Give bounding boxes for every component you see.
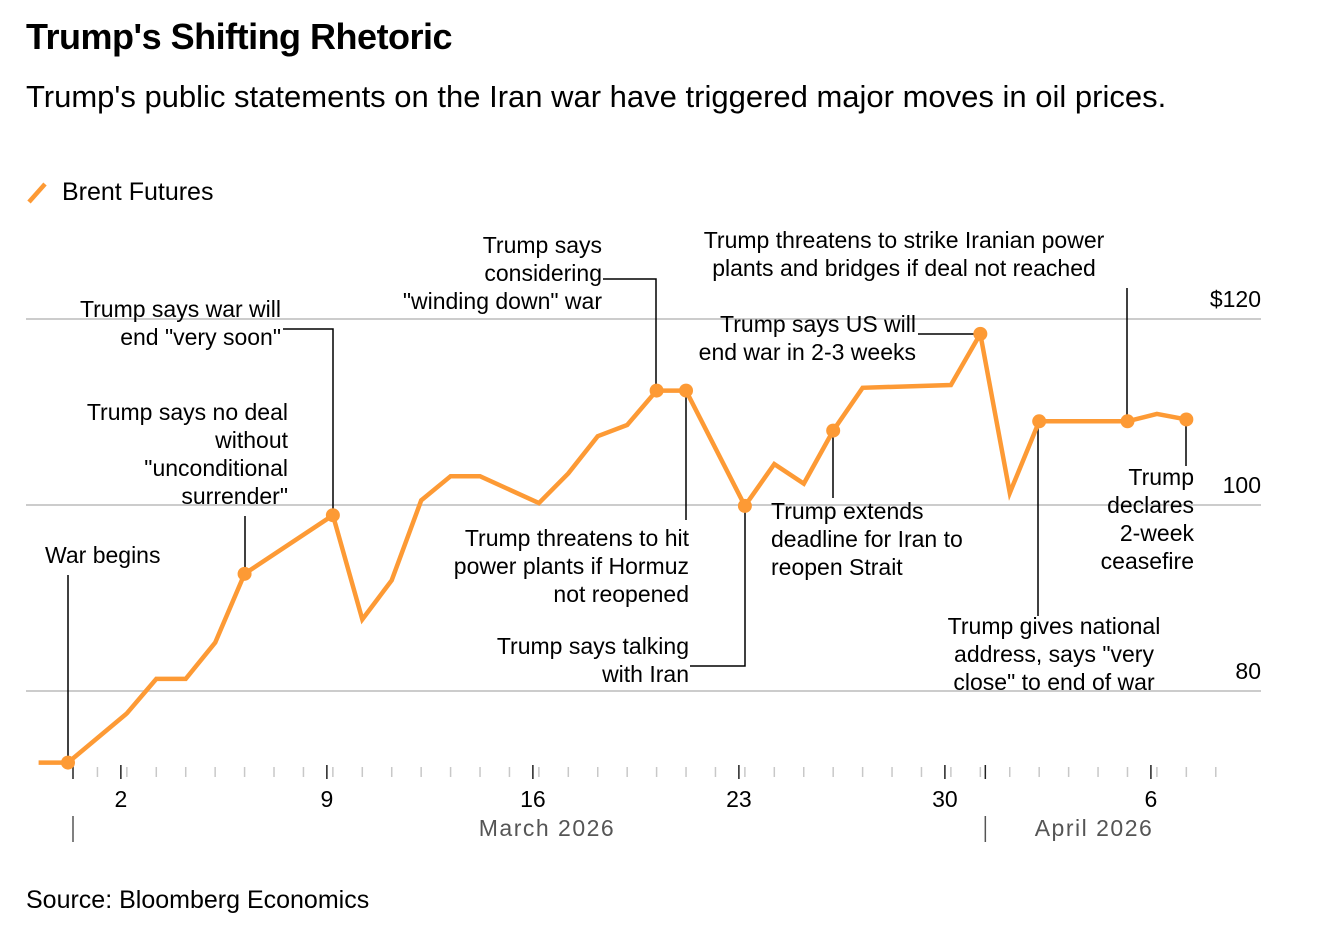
annotation-text: 2-week [1120, 520, 1195, 546]
event-marker [1032, 414, 1047, 429]
annotation-text: "unconditional [144, 455, 288, 481]
annotation-text: Trump extends [771, 498, 924, 524]
annotation-text: Trump says war will [80, 296, 281, 322]
gridlines: $120 100 80 [26, 286, 1261, 692]
annotation-leader-line [690, 506, 746, 667]
event-marker [237, 566, 252, 581]
annotation-leader-line [283, 328, 334, 515]
annotation: Trump threatens to strike Iranian powerp… [704, 227, 1128, 421]
x-tick-label: 9 [320, 786, 333, 812]
annotation-text: declares [1107, 492, 1194, 518]
x-axis: 2 9 16 23 30 6 March 2026 April 2026 [72, 765, 1217, 842]
event-marker [61, 755, 75, 770]
event-marker [649, 383, 664, 398]
annotation-text: with Iran [601, 661, 689, 687]
source-note: Source: Bloomberg Economics [26, 886, 370, 914]
annotation-text: considering [484, 260, 602, 286]
annotation-text: Trump threatens to strike Iranian power [704, 227, 1105, 253]
annotation-text: ceasefire [1101, 548, 1194, 574]
annotation-text: end "very soon" [120, 324, 281, 350]
annotation-text: Trump says talking [497, 633, 689, 659]
event-marker [1120, 414, 1135, 429]
chart-title: Trump's Shifting Rhetoric [26, 16, 453, 57]
annotation-text: reopen Strait [771, 554, 903, 580]
annotation-text: Trump says [483, 232, 602, 258]
x-tick-label: 16 [520, 786, 546, 812]
x-tick-label: 30 [932, 786, 958, 812]
annotation-text: address, says "very [954, 641, 1154, 667]
event-marker [679, 383, 694, 398]
annotation-text: "winding down" war [403, 288, 602, 314]
x-tick-label: 6 [1145, 786, 1158, 812]
annotation-text: Trump gives national [948, 613, 1161, 639]
annotation: War begins [45, 542, 160, 763]
annotation-text: Trump threatens to hit [465, 525, 690, 551]
annotation-text: end war in 2-3 weeks [699, 339, 916, 365]
annotation: Trump says no dealwithout"unconditionals… [87, 399, 289, 574]
y-tick-label: $120 [1210, 286, 1261, 312]
annotation-text: deadline for Iran to [771, 526, 963, 552]
annotation-text: power plants if Hormuz [454, 553, 689, 579]
annotation-text: Trump says US will [720, 311, 916, 337]
annotation-text: plants and bridges if deal not reached [712, 255, 1096, 281]
month-label: March 2026 [479, 815, 615, 841]
series-layer [38, 326, 1194, 770]
event-marker [737, 498, 752, 513]
annotation-text: not reopened [553, 581, 689, 607]
annotation-text: War begins [45, 542, 160, 568]
legend: Brent Futures [26, 178, 213, 207]
month-label: April 2026 [1035, 815, 1154, 841]
event-marker [973, 326, 988, 341]
legend-label: Brent Futures [62, 178, 214, 206]
annotation-leader-line [603, 278, 657, 391]
chart-subtitle: Trump's public statements on the Iran wa… [26, 79, 1167, 114]
y-tick-label: 100 [1223, 472, 1261, 498]
annotation-text: close" to end of war [953, 669, 1155, 695]
annotation-text: surrender" [181, 483, 288, 509]
x-tick-label: 23 [726, 786, 752, 812]
annotation-text: without [214, 427, 288, 453]
legend-swatch-icon [27, 182, 47, 203]
event-marker [826, 423, 841, 438]
annotation-text: Trump [1128, 464, 1194, 490]
event-marker [325, 508, 340, 523]
annotation-text: Trump says no deal [87, 399, 288, 425]
event-marker [1179, 412, 1194, 427]
x-tick-label: 2 [114, 786, 127, 812]
y-tick-label: 80 [1235, 658, 1261, 684]
